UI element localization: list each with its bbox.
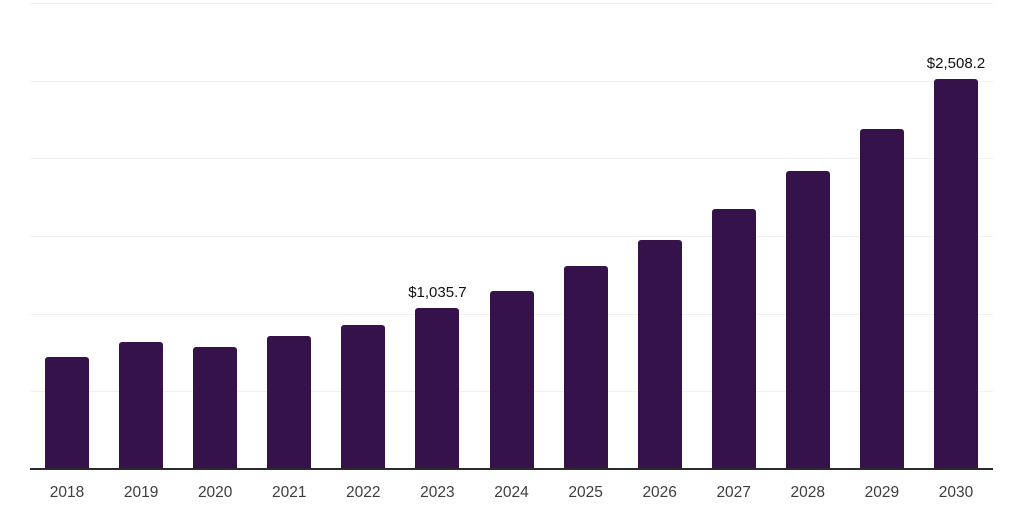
bar-2029 <box>859 129 904 469</box>
bar-2020 <box>193 347 238 469</box>
x-tick-2018: 2018 <box>49 484 85 501</box>
x-axis-line <box>30 468 993 470</box>
x-tick-2026: 2026 <box>642 484 677 501</box>
x-tick-2030: 2030 <box>938 484 974 501</box>
x-tick-2020: 2020 <box>197 484 233 501</box>
x-tick-2027: 2027 <box>716 484 751 501</box>
bar-2027 <box>711 209 756 469</box>
x-tick-2023: 2023 <box>420 484 455 501</box>
bar-2028 <box>785 171 830 469</box>
x-tick-2028: 2028 <box>790 484 826 501</box>
x-tick-2029: 2029 <box>864 484 900 501</box>
bar-2024 <box>489 291 534 469</box>
bar-2023 <box>415 308 460 469</box>
bar-2019 <box>119 342 164 469</box>
y-gridline-3000 <box>30 3 993 4</box>
x-tick-2025: 2025 <box>568 484 603 501</box>
y-gridline-2000 <box>30 158 993 159</box>
bar-2025 <box>563 266 608 469</box>
y-gridline-2500 <box>30 81 993 82</box>
bar-2022 <box>341 325 386 469</box>
bar-value-label-2023: $1,035.7 <box>408 284 467 301</box>
x-tick-2024: 2024 <box>494 484 529 501</box>
x-tick-2019: 2019 <box>123 484 159 501</box>
bar-2018 <box>45 357 89 469</box>
bar-2026 <box>637 240 682 469</box>
y-gridline-1500 <box>30 236 993 237</box>
bar-value-label-2030: $2,508.2 <box>926 55 986 72</box>
x-tick-2022: 2022 <box>346 484 381 501</box>
bar-2030 <box>934 79 978 469</box>
x-tick-2021: 2021 <box>272 484 307 501</box>
bar-2021 <box>267 336 312 469</box>
